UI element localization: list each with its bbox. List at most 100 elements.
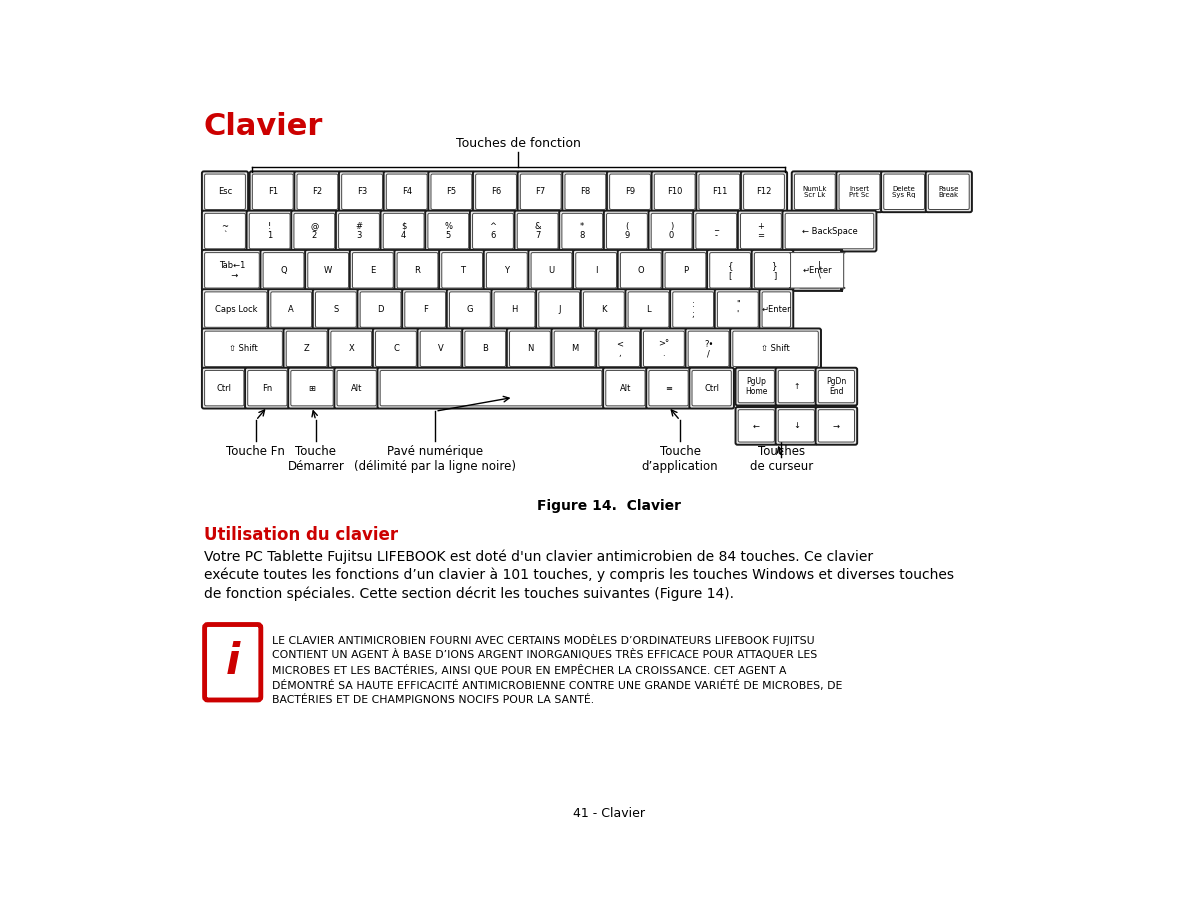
FancyBboxPatch shape <box>249 172 296 212</box>
FancyBboxPatch shape <box>928 174 969 209</box>
Text: Alt: Alt <box>350 384 362 393</box>
FancyBboxPatch shape <box>204 371 244 406</box>
FancyBboxPatch shape <box>520 174 561 209</box>
Text: Ctrl: Ctrl <box>216 384 232 393</box>
Text: Touches de fonction: Touches de fonction <box>456 137 581 151</box>
Text: G: G <box>467 305 473 314</box>
Text: |
\: | \ <box>819 261 821 280</box>
FancyBboxPatch shape <box>816 368 858 406</box>
FancyBboxPatch shape <box>604 368 647 409</box>
Text: :
;: : ; <box>691 300 695 319</box>
FancyBboxPatch shape <box>518 172 564 212</box>
Text: de fonction spéciales. Cette section décrit les touches suivantes (Figure 14).: de fonction spéciales. Cette section déc… <box>204 586 734 600</box>
Text: !
1: ! 1 <box>267 222 272 241</box>
Text: Ctrl: Ctrl <box>704 384 719 393</box>
FancyBboxPatch shape <box>473 213 513 249</box>
Text: ←: ← <box>753 421 760 431</box>
FancyBboxPatch shape <box>925 172 972 212</box>
Text: Utilisation du clavier: Utilisation du clavier <box>204 526 398 544</box>
FancyBboxPatch shape <box>754 252 795 288</box>
FancyBboxPatch shape <box>440 250 485 291</box>
FancyBboxPatch shape <box>295 172 341 212</box>
FancyBboxPatch shape <box>470 210 516 252</box>
Text: Delete
Sys Rq: Delete Sys Rq <box>892 185 916 198</box>
Text: i: i <box>226 642 240 683</box>
FancyBboxPatch shape <box>707 250 753 291</box>
FancyBboxPatch shape <box>405 292 446 328</box>
Text: NumLk
Scr Lk: NumLk Scr Lk <box>803 185 827 198</box>
FancyBboxPatch shape <box>776 407 817 444</box>
FancyBboxPatch shape <box>663 250 708 291</box>
FancyBboxPatch shape <box>425 210 472 252</box>
Text: P: P <box>683 266 688 274</box>
FancyBboxPatch shape <box>462 329 508 369</box>
FancyBboxPatch shape <box>655 174 695 209</box>
Text: LE CLAVIER ANTIMICROBIEN FOURNI AVEC CERTAINS MODÈLES D’ORDINATEURS LIFEBOOK FUJ: LE CLAVIER ANTIMICROBIEN FOURNI AVEC CER… <box>272 633 814 645</box>
Text: F: F <box>423 305 428 314</box>
FancyBboxPatch shape <box>741 172 788 212</box>
FancyBboxPatch shape <box>308 252 348 288</box>
FancyBboxPatch shape <box>718 292 758 328</box>
FancyBboxPatch shape <box>449 292 491 328</box>
FancyBboxPatch shape <box>336 210 383 252</box>
Text: ?•
/: ?• / <box>703 340 713 358</box>
Text: Alt: Alt <box>620 384 631 393</box>
FancyBboxPatch shape <box>672 292 714 328</box>
Text: ⇧ Shift: ⇧ Shift <box>762 344 790 353</box>
FancyBboxPatch shape <box>305 250 352 291</box>
FancyBboxPatch shape <box>796 250 842 291</box>
FancyBboxPatch shape <box>800 252 840 288</box>
FancyBboxPatch shape <box>744 174 784 209</box>
FancyBboxPatch shape <box>245 368 290 409</box>
FancyBboxPatch shape <box>783 210 877 252</box>
Text: #
3: # 3 <box>355 222 362 241</box>
FancyBboxPatch shape <box>507 329 554 369</box>
FancyBboxPatch shape <box>204 292 267 328</box>
Text: C: C <box>393 344 399 353</box>
FancyBboxPatch shape <box>554 331 595 366</box>
Text: Touche
d’application: Touche d’application <box>642 445 719 473</box>
Text: Y: Y <box>505 266 510 274</box>
FancyBboxPatch shape <box>402 289 448 330</box>
Text: (
9: ( 9 <box>625 222 630 241</box>
Text: $
4: $ 4 <box>402 222 406 241</box>
FancyBboxPatch shape <box>551 329 598 369</box>
FancyBboxPatch shape <box>562 213 602 249</box>
FancyBboxPatch shape <box>204 624 261 700</box>
FancyBboxPatch shape <box>740 213 782 249</box>
FancyBboxPatch shape <box>752 250 798 291</box>
FancyBboxPatch shape <box>738 409 775 442</box>
FancyBboxPatch shape <box>337 371 377 406</box>
FancyBboxPatch shape <box>596 329 643 369</box>
Text: ↑: ↑ <box>794 382 800 391</box>
Text: H: H <box>511 305 518 314</box>
Text: I: I <box>595 266 598 274</box>
FancyBboxPatch shape <box>475 174 517 209</box>
FancyBboxPatch shape <box>342 174 383 209</box>
FancyBboxPatch shape <box>628 292 669 328</box>
FancyBboxPatch shape <box>339 172 385 212</box>
Text: ↵Enter: ↵Enter <box>762 305 791 314</box>
FancyBboxPatch shape <box>249 213 290 249</box>
FancyBboxPatch shape <box>819 409 854 442</box>
Text: Esc: Esc <box>217 187 232 196</box>
FancyBboxPatch shape <box>202 210 248 252</box>
FancyBboxPatch shape <box>429 172 474 212</box>
Text: K: K <box>601 305 607 314</box>
FancyBboxPatch shape <box>778 371 815 403</box>
FancyBboxPatch shape <box>839 174 880 209</box>
FancyBboxPatch shape <box>693 210 739 252</box>
FancyBboxPatch shape <box>248 371 287 406</box>
Text: DÉMONTRÉ SA HAUTE EFFICACITÉ ANTIMICROBIENNE CONTRE UNE GRANDE VARIÉTÉ DE MICROB: DÉMONTRÉ SA HAUTE EFFICACITÉ ANTIMICROBI… <box>272 680 842 691</box>
FancyBboxPatch shape <box>665 252 706 288</box>
FancyBboxPatch shape <box>699 174 740 209</box>
Text: CONTIENT UN AGENT À BASE D’IONS ARGENT INORGANIQUES TRÈS EFFICACE POUR ATTAQUER : CONTIENT UN AGENT À BASE D’IONS ARGENT I… <box>272 649 817 660</box>
Text: %
5: % 5 <box>444 222 453 241</box>
Text: N: N <box>526 344 533 353</box>
FancyBboxPatch shape <box>759 289 794 330</box>
FancyBboxPatch shape <box>604 210 650 252</box>
FancyBboxPatch shape <box>733 331 819 366</box>
FancyBboxPatch shape <box>738 210 784 252</box>
FancyBboxPatch shape <box>202 329 285 369</box>
Text: E: E <box>371 266 375 274</box>
